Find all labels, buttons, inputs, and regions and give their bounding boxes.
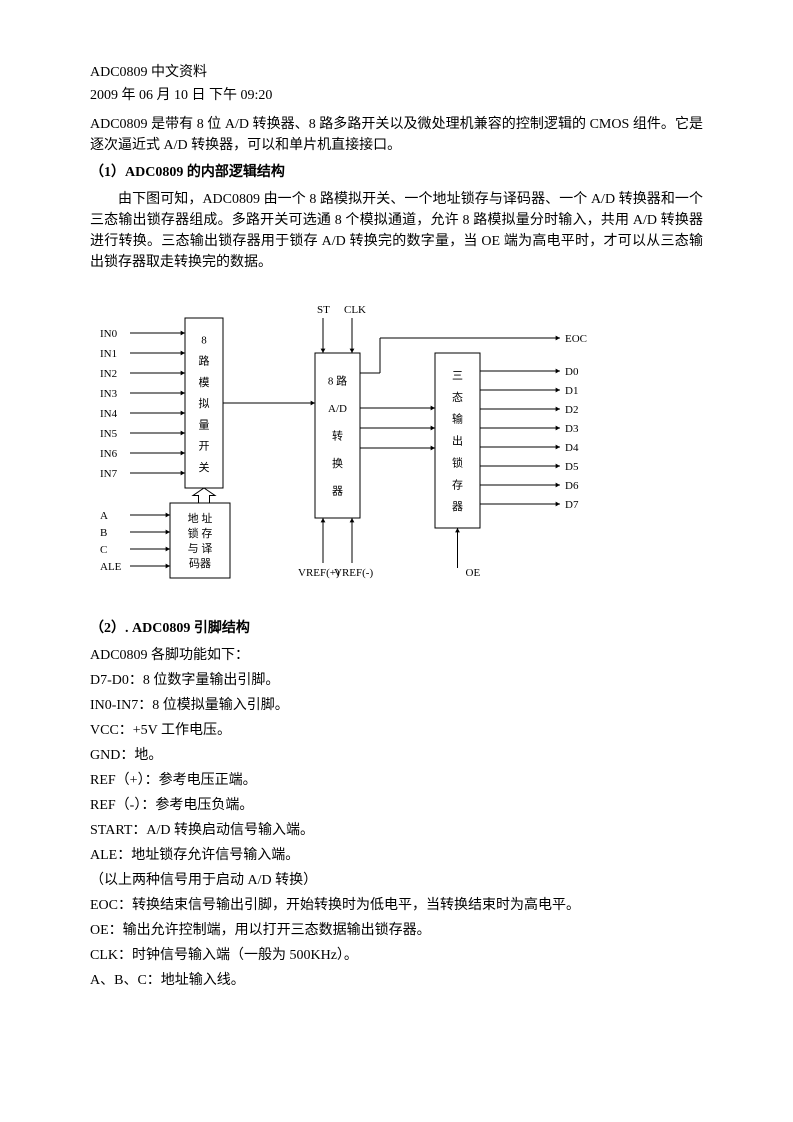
pin-list: D7-D0：8 位数字量输出引脚。 IN0-IN7：8 位模拟量输入引脚。 VCC：… xyxy=(90,670,703,991)
svg-text:OE: OE xyxy=(466,567,481,579)
svg-text:D0: D0 xyxy=(565,366,579,378)
svg-text:D6: D6 xyxy=(565,480,579,492)
svg-text:ALE: ALE xyxy=(100,561,122,573)
pin-line: （以上两种信号用于启动 A/D 转换） xyxy=(90,870,703,891)
svg-text:A: A xyxy=(100,510,108,522)
svg-text:出: 出 xyxy=(452,434,463,448)
section1-heading-text: （1）ADC0809 的内部逻辑结构 xyxy=(90,165,285,180)
pin-line: ALE：地址锁存允许信号输入端。 xyxy=(90,845,703,866)
pin-line: IN0-IN7：8 位模拟量输入引脚。 xyxy=(90,695,703,716)
svg-text:锁 存: 锁 存 xyxy=(188,526,213,540)
svg-text:存: 存 xyxy=(452,477,463,491)
pin-line: EOC：转换结束信号输出引脚，开始转换时为低电平，当转换结束时为高电平。 xyxy=(90,895,703,916)
svg-text:D4: D4 xyxy=(565,442,579,454)
svg-text:器: 器 xyxy=(452,500,463,513)
section2-heading-text: （2）. ADC0809 引脚结构 xyxy=(90,621,250,636)
section1-heading: （1）ADC0809 的内部逻辑结构 xyxy=(90,162,703,183)
pin-line: REF（-）：参考电压负端。 xyxy=(90,795,703,816)
section1-body: 由下图可知，ADC0809 由一个 8 路模拟开关、一个地址锁存与译码器、一个 … xyxy=(90,189,703,273)
svg-text:D5: D5 xyxy=(565,461,579,473)
doc-title: ADC0809 中文资料 xyxy=(90,62,703,83)
svg-text:量: 量 xyxy=(199,418,210,431)
section2-intro: ADC0809 各脚功能如下： xyxy=(90,645,703,666)
svg-text:8: 8 xyxy=(201,334,207,346)
svg-text:D7: D7 xyxy=(565,499,579,511)
section2-heading: （2）. ADC0809 引脚结构 xyxy=(90,618,703,639)
svg-text:模: 模 xyxy=(199,376,210,389)
pin-line: OE：输出允许控制端，用以打开三态数据输出锁存器。 xyxy=(90,920,703,941)
svg-text:拟: 拟 xyxy=(199,396,210,410)
svg-text:C: C xyxy=(100,544,107,556)
svg-text:换: 换 xyxy=(332,456,343,470)
svg-text:三: 三 xyxy=(452,370,463,382)
pin-line: A、B、C：地址输入线。 xyxy=(90,970,703,991)
pin-line: START：A/D 转换启动信号输入端。 xyxy=(90,820,703,841)
svg-text:器: 器 xyxy=(332,485,343,498)
pin-line: CLK：时钟信号输入端（一般为 500KHz）。 xyxy=(90,945,703,966)
pin-line: D7-D0：8 位数字量输出引脚。 xyxy=(90,670,703,691)
svg-text:与 译: 与 译 xyxy=(188,542,213,555)
doc-date: 2009 年 06 月 10 日 下午 09:20 xyxy=(90,85,703,106)
svg-text:A/D: A/D xyxy=(328,403,347,415)
svg-text:开: 开 xyxy=(199,441,210,453)
pin-line: REF（+）：参考电压正端。 xyxy=(90,770,703,791)
block-diagram: 8路模拟量开关地 址锁 存与 译码器8 路A/D转换器三态输出锁存器IN0IN1… xyxy=(90,298,703,598)
svg-text:IN1: IN1 xyxy=(100,348,117,360)
svg-text:码器: 码器 xyxy=(189,557,211,570)
svg-text:锁: 锁 xyxy=(452,455,463,469)
pin-line: GND：地。 xyxy=(90,745,703,766)
svg-text:8 路: 8 路 xyxy=(328,375,347,388)
svg-text:IN6: IN6 xyxy=(100,448,118,460)
svg-text:输: 输 xyxy=(452,412,463,426)
svg-text:D2: D2 xyxy=(565,404,578,416)
svg-text:IN4: IN4 xyxy=(100,408,118,420)
svg-text:IN0: IN0 xyxy=(100,328,118,340)
svg-text:IN2: IN2 xyxy=(100,368,117,380)
svg-text:EOC: EOC xyxy=(565,333,587,345)
svg-text:路: 路 xyxy=(199,355,210,368)
svg-text:地 址: 地 址 xyxy=(188,511,213,525)
svg-text:IN7: IN7 xyxy=(100,468,118,480)
svg-text:IN3: IN3 xyxy=(100,388,118,400)
svg-text:IN5: IN5 xyxy=(100,428,118,440)
svg-text:D3: D3 xyxy=(565,423,579,435)
svg-text:转: 转 xyxy=(332,429,343,443)
svg-text:VREF(-): VREF(-) xyxy=(334,567,373,579)
intro-paragraph: ADC0809 是带有 8 位 A/D 转换器、8 路多路开关以及微处理机兼容的… xyxy=(90,114,703,156)
svg-text:ST: ST xyxy=(317,304,330,316)
svg-text:CLK: CLK xyxy=(344,304,366,316)
svg-text:D1: D1 xyxy=(565,385,578,397)
pin-line: VCC：+5V 工作电压。 xyxy=(90,720,703,741)
svg-text:B: B xyxy=(100,527,107,539)
svg-text:态: 态 xyxy=(452,391,463,404)
svg-text:关: 关 xyxy=(199,460,210,474)
